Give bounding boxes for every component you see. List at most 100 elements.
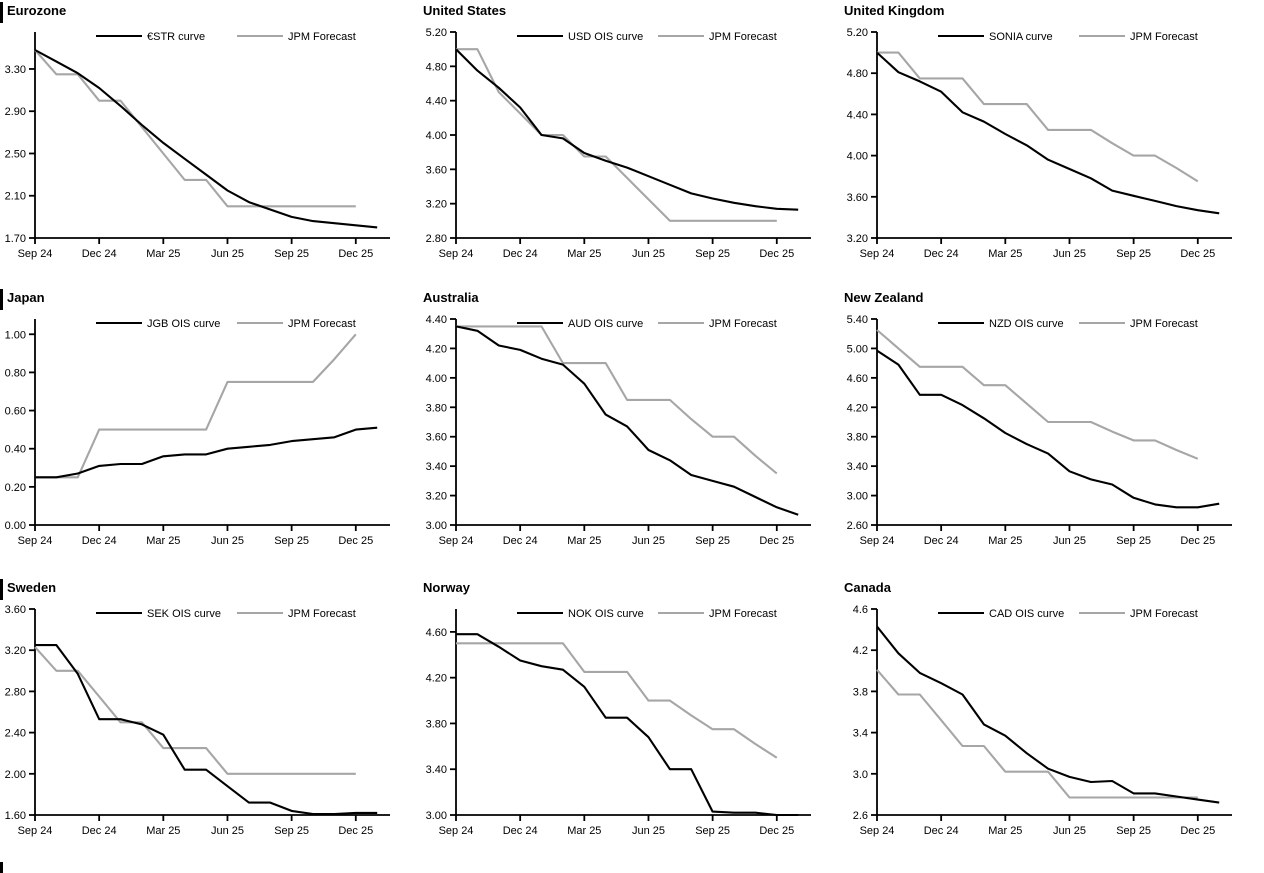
series-line-forecast [877,51,1199,183]
y-tick-label: 0.60 [5,406,26,418]
x-tick-label: Mar 25 [146,825,180,837]
chart-title: Canada [844,580,891,595]
x-tick-label: Dec 24 [924,535,959,547]
x-tick-label: Sep 24 [860,535,895,547]
line-chart: 1.60 2.00 2.40 2.80 3.20 3.60 Sep 24 Dec 24 Mar … [5,604,390,837]
chart-cell-united-kingdom: United Kingdom 3.20 3.60 4.00 4.40 4.80 5.20 S… [842,0,1263,287]
x-tick-label: Dec 25 [1180,248,1215,260]
x-tick-label: Mar 25 [988,535,1022,547]
x-tick-label: Sep 25 [695,248,730,260]
chart-canvas-eurozone: 1.70 2.10 2.50 2.90 3.30 Sep 24 Dec 24 Mar 25 Ju… [0,20,410,270]
y-tick-label: 3.20 [847,233,868,245]
x-tick-label: Mar 25 [146,535,180,547]
x-tick-label: Dec 25 [759,248,794,260]
series-line-market [35,426,378,479]
x-tick-label: Sep 25 [695,825,730,837]
x-tick-label: Dec 25 [1180,535,1215,547]
y-tick-label: 3.0 [853,769,868,781]
series-line-forecast [35,333,357,479]
y-tick-label: 4.6 [853,604,868,616]
y-tick-label: 3.80 [426,402,447,414]
chart-title: Japan [7,290,45,305]
y-tick-label: 4.80 [847,68,868,80]
series-line-forecast [876,669,1198,799]
x-tick-label: Dec 24 [503,535,538,547]
section-marker [0,579,3,600]
x-tick-label: Sep 24 [18,825,53,837]
x-tick-label: Jun 25 [632,825,665,837]
chart-cell-japan: Japan 0.00 0.20 0.40 0.60 0.80 1.00 Sep 24 Dec … [0,287,421,574]
y-tick-label: 1.00 [5,329,26,341]
x-tick-label: Mar 25 [988,825,1022,837]
x-tick-label: Sep 25 [274,825,309,837]
x-tick-label: Jun 25 [1053,535,1086,547]
x-tick-label: Sep 25 [1116,248,1151,260]
y-tick-label: 4.40 [426,314,447,326]
y-tick-label: 3.00 [847,491,868,503]
legend-label-market: SEK OIS curve [147,608,221,620]
y-tick-label: 3.00 [426,810,447,822]
y-tick-label: 3.20 [426,491,447,503]
section-marker [0,289,3,310]
y-tick-label: 4.20 [426,673,447,685]
x-tick-label: Mar 25 [567,535,601,547]
legend-label-forecast: JPM Forecast [1130,318,1198,330]
y-tick-label: 3.4 [853,728,868,740]
x-tick-label: Mar 25 [567,248,601,260]
section-marker-next-page [0,862,3,873]
x-tick-label: Jun 25 [632,535,665,547]
x-tick-label: Jun 25 [632,248,665,260]
chart-cell-canada: Canada 2.6 3.0 3.4 3.8 4.2 4.6 Sep 24 Dec 24 Mar… [842,577,1263,864]
line-chart: 2.6 3.0 3.4 3.8 4.2 4.6 Sep 24 Dec 24 Mar 25 Jun … [853,604,1232,837]
series-line-market [876,625,1220,804]
y-tick-label: 2.6 [853,810,868,822]
y-tick-label: 5.00 [847,343,868,355]
chart-cell-sweden: Sweden 1.60 2.00 2.40 2.80 3.20 3.60 Sep 24 Dec… [0,577,421,864]
x-tick-label: Sep 25 [1116,535,1151,547]
y-tick-label: 3.20 [426,199,447,211]
x-tick-label: Dec 24 [82,248,117,260]
y-tick-label: 2.80 [5,686,26,698]
x-tick-label: Dec 25 [338,535,373,547]
legend-label-forecast: JPM Forecast [709,31,777,43]
chart-title: Sweden [7,580,57,595]
y-tick-label: 3.80 [847,432,868,444]
legend-label-market: €STR curve [147,31,205,43]
legend-label-forecast: JPM Forecast [288,31,356,43]
line-chart: 3.00 3.40 3.80 4.20 4.60 Sep 24 Dec 24 Mar 25 Ju… [426,608,811,837]
series-line-market [455,325,799,516]
chart-cell-united-states: United States 2.80 3.20 3.60 4.00 4.40 4.80 5.… [421,0,842,287]
x-tick-label: Dec 25 [338,248,373,260]
x-tick-label: Dec 25 [759,535,794,547]
series-line-forecast [456,48,777,222]
y-tick-label: 4.2 [853,645,868,657]
legend-label-market: NZD OIS curve [989,318,1064,330]
series-line-market [876,349,1220,509]
legend-label-forecast: JPM Forecast [709,318,777,330]
chart-title: Eurozone [7,3,67,18]
y-tick-label: 0.20 [5,482,26,494]
series-line-forecast [34,646,356,775]
y-tick-label: 0.00 [5,520,26,532]
x-tick-label: Sep 25 [695,535,730,547]
y-tick-label: 1.60 [5,810,26,822]
chart-title: New Zealand [844,290,924,305]
line-chart: 2.60 3.00 3.40 3.80 4.20 4.60 5.00 5.40 Sep 24 De… [847,314,1232,547]
legend-label-market: JGB OIS curve [147,318,220,330]
chart-cell-eurozone: Eurozone 1.70 2.10 2.50 2.90 3.30 Sep 24 Dec 2… [0,0,421,287]
y-tick-label: 2.10 [5,191,26,203]
x-tick-label: Sep 25 [274,248,309,260]
chart-title: United Kingdom [844,3,945,18]
x-tick-label: Jun 25 [211,825,244,837]
y-tick-label: 0.80 [5,367,26,379]
y-tick-label: 5.20 [426,27,447,39]
chart-canvas-australia: 3.00 3.20 3.40 3.60 3.80 4.00 4.20 4.40 Sep 24 De… [421,307,831,557]
y-tick-label: 2.80 [426,233,447,245]
chart-canvas-sweden: 1.60 2.00 2.40 2.80 3.20 3.60 Sep 24 Dec 24 Mar … [0,597,410,847]
series-line-market [34,49,378,229]
legend-label-market: SONIA curve [989,31,1053,43]
chart-title: United States [423,3,507,18]
legend-label-market: USD OIS curve [568,31,643,43]
y-tick-label: 5.40 [847,314,868,326]
